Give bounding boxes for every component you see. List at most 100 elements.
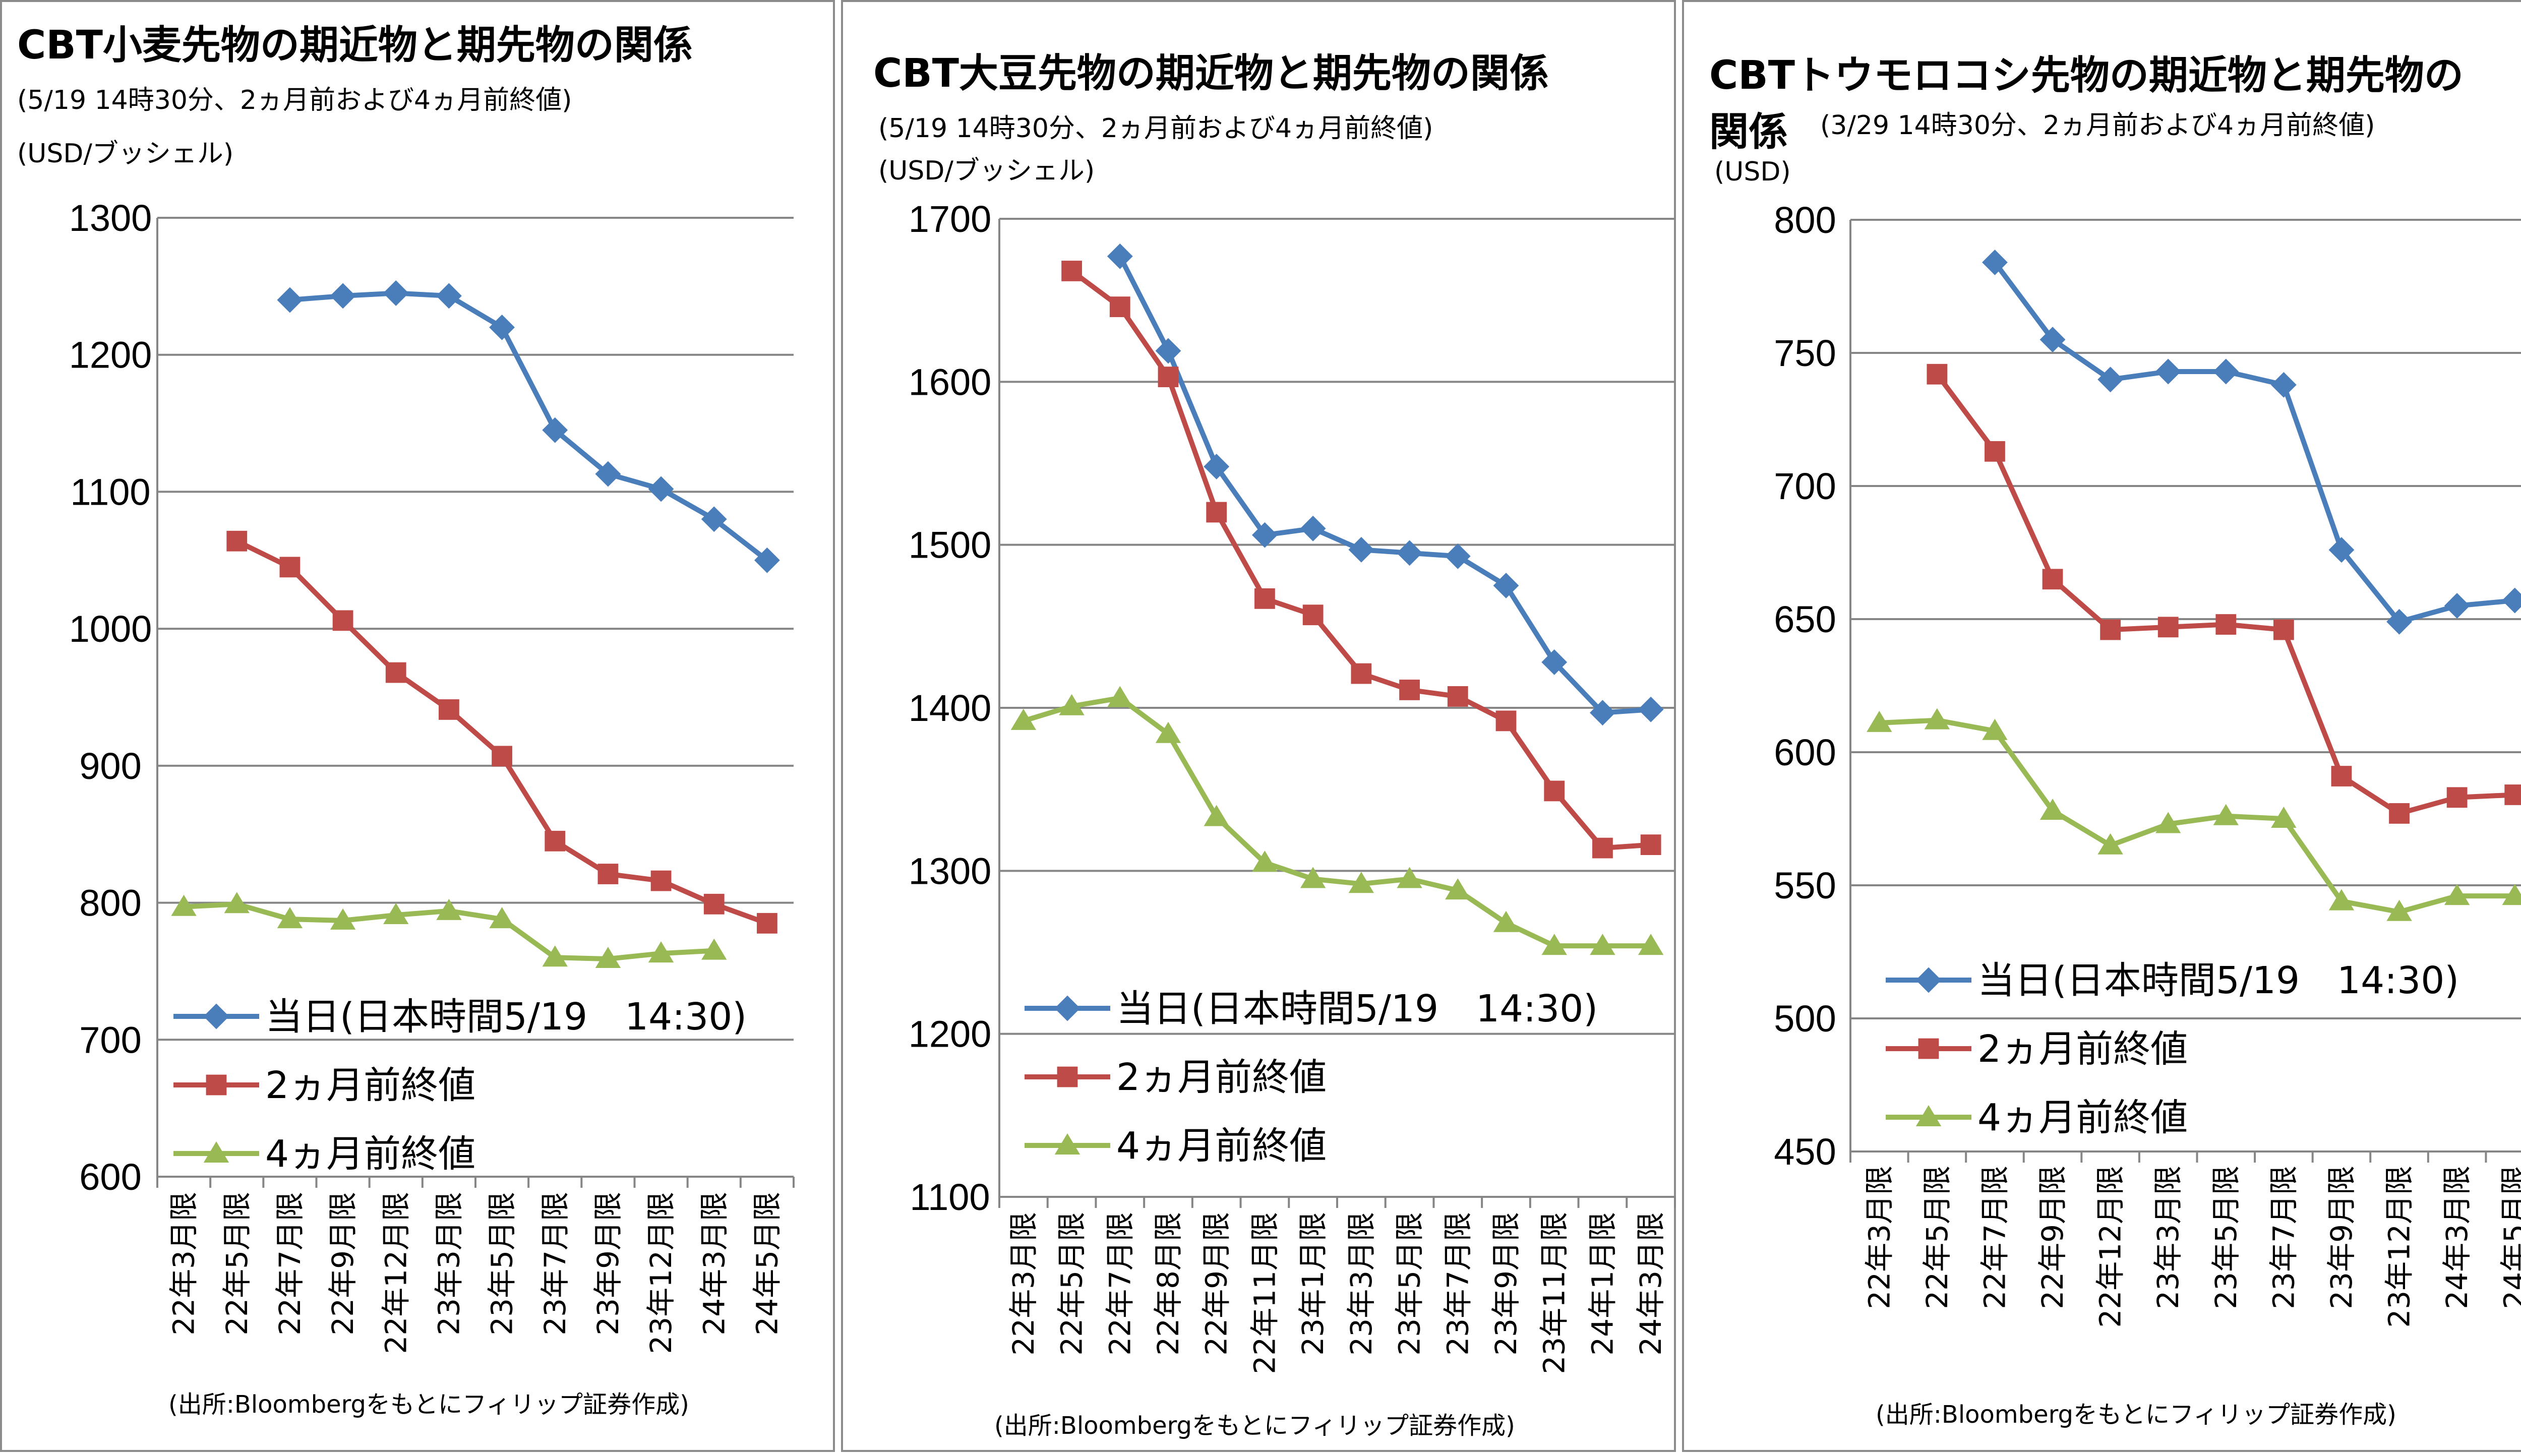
y-tick-label: 1200 [69,334,152,376]
data-point-series-2 [650,870,672,891]
chart-title: CBT大豆先物の期近物と期先物の関係 [873,51,1549,96]
x-category-label: 22年5月限 [220,1192,254,1336]
x-category-label: 24年1月限 [1585,1212,1619,1356]
y-axis-unit-label: (USD/ブッシェル) [878,156,1095,186]
data-point-series-1 [1397,540,1422,566]
x-category-label: 24年5月限 [750,1192,784,1336]
data-point-series-2 [1927,363,1948,385]
series-line-2 [235,538,768,926]
x-category-label: 23年3月限 [432,1192,466,1336]
data-point-series-1 [1982,250,2008,275]
y-tick-label: 600 [79,1156,141,1198]
x-category-label: 23年7月限 [538,1192,572,1336]
data-point-series-1 [1300,515,1326,541]
data-point-series-1 [1493,573,1519,598]
chart-title: CBTトウモロコシ先物の期近物と期先物の [1709,53,2464,98]
x-category-label: 23年5月限 [1393,1212,1427,1356]
data-point-series-2 [2446,787,2468,808]
legend-label-2: 2ヵ月前終値 [1977,1027,2188,1071]
x-category-label: 22年12月限 [2093,1166,2128,1328]
x-category-label: 24年3月限 [697,1192,731,1336]
chart-panel-soybean: CBT大豆先物の期近物と期先物の関係 (5/19 14時30分、2ヵ月前および4ヵ… [841,0,1676,1452]
data-point-series-3 [489,907,515,929]
x-category-label: 23年5月限 [485,1192,519,1336]
data-point-series-2 [279,557,301,578]
data-point-series-2 [2389,803,2410,824]
data-point-series-3 [1638,934,1664,955]
data-point-series-3 [1348,872,1374,893]
data-point-series-2 [1640,834,1661,855]
x-category-label: 24年3月限 [2440,1166,2474,1309]
data-point-series-3 [1204,805,1229,826]
x-category-label: 22年3月限 [167,1192,201,1336]
data-point-series-3 [1107,686,1133,707]
data-point-series-1 [489,314,515,340]
x-category-label: 22年7月限 [1103,1212,1137,1356]
data-point-series-2 [2331,766,2352,786]
data-point-series-3 [1252,851,1278,872]
y-tick-label: 800 [79,882,141,924]
data-point-series-1 [1252,522,1278,548]
data-point-series-3 [1924,708,1950,730]
data-point-series-2 [1109,296,1130,317]
y-tick-label: 1400 [909,687,992,729]
data-point-series-3 [277,907,303,929]
data-point-series-2 [1351,663,1372,684]
data-point-series-2 [439,699,459,720]
legend-label-3: 4ヵ月前終値 [265,1132,475,1176]
chart-panel-corn: CBTトウモロコシ先物の期近物と期先物の 関係 (3/29 14時30分、2ヵ月前お… [1682,0,2521,1452]
chart-svg-soybean: CBT大豆先物の期近物と期先物の関係 (5/19 14時30分、2ヵ月前および4ヵ… [873,51,1676,1440]
data-point-series-2 [2042,569,2063,590]
y-tick-label: 500 [1774,998,1836,1040]
data-point-series-1 [1155,338,1181,364]
legend-marker-1 [1915,967,1942,993]
y-tick-label: 900 [79,745,141,787]
data-point-series-3 [2386,899,2412,921]
data-point-series-3 [436,898,462,920]
y-axis-unit-label: (USD) [1714,157,1791,187]
y-tick-label: 1300 [69,197,152,239]
data-point-series-1 [542,417,568,443]
chart-panel-wheat: CBT小麦先物の期近物と期先物の関係 (5/19 14時30分、2ヵ月前および4ヵ… [0,0,835,1452]
y-tick-label: 1100 [70,471,150,513]
data-point-series-2 [1399,680,1420,700]
legend-marker-3 [1915,1105,1942,1126]
data-point-series-2 [1592,837,1613,859]
data-point-series-1 [2502,587,2521,614]
data-point-series-2 [1985,441,2005,462]
chart-subtitle: (5/19 14時30分、2ヵ月前および4ヵ月前終値) [878,113,1433,144]
data-point-series-1 [648,476,674,502]
x-category-label: 22年9月限 [1199,1212,1234,1356]
legend-marker-3 [1054,1133,1081,1155]
y-tick-label: 700 [79,1019,141,1061]
data-point-series-2 [1061,261,1082,281]
y-tick-label: 1500 [909,524,992,566]
chart-title-line2: 関係 [1709,109,1788,155]
legend-label-2: 2ヵ月前終値 [1116,1056,1327,1099]
data-point-series-3 [171,894,197,916]
data-point-series-1 [1638,696,1664,722]
legend-marker-3 [203,1141,229,1163]
chart-title: CBT小麦先物の期近物と期先物の関係 [17,23,693,68]
legend-marker-1 [203,1003,229,1029]
y-tick-label: 550 [1774,865,1836,906]
data-point-series-2 [1495,710,1517,732]
legend-label-3: 4ヵ月前終値 [1977,1096,2188,1139]
data-point-series-2 [332,610,353,631]
data-point-series-2 [1302,604,1324,626]
x-category-label: 24年3月限 [1634,1212,1668,1356]
legend-marker-1 [1054,995,1081,1021]
data-point-series-3 [1445,878,1471,900]
data-point-series-1 [754,547,780,573]
data-point-series-3 [1010,708,1037,730]
data-point-series-2 [2215,614,2237,635]
x-category-label: 22年8月限 [1151,1212,1185,1356]
series-line-2 [1935,373,2515,816]
x-category-label: 23年5月限 [2209,1166,2243,1309]
data-point-series-1 [2039,327,2066,353]
data-point-series-1 [2444,593,2470,619]
x-category-label: 23年1月限 [1296,1212,1330,1356]
y-tick-label: 1200 [909,1013,992,1055]
legend-label-3: 4ヵ月前終値 [1116,1124,1327,1168]
x-category-label: 22年5月限 [1055,1212,1089,1356]
